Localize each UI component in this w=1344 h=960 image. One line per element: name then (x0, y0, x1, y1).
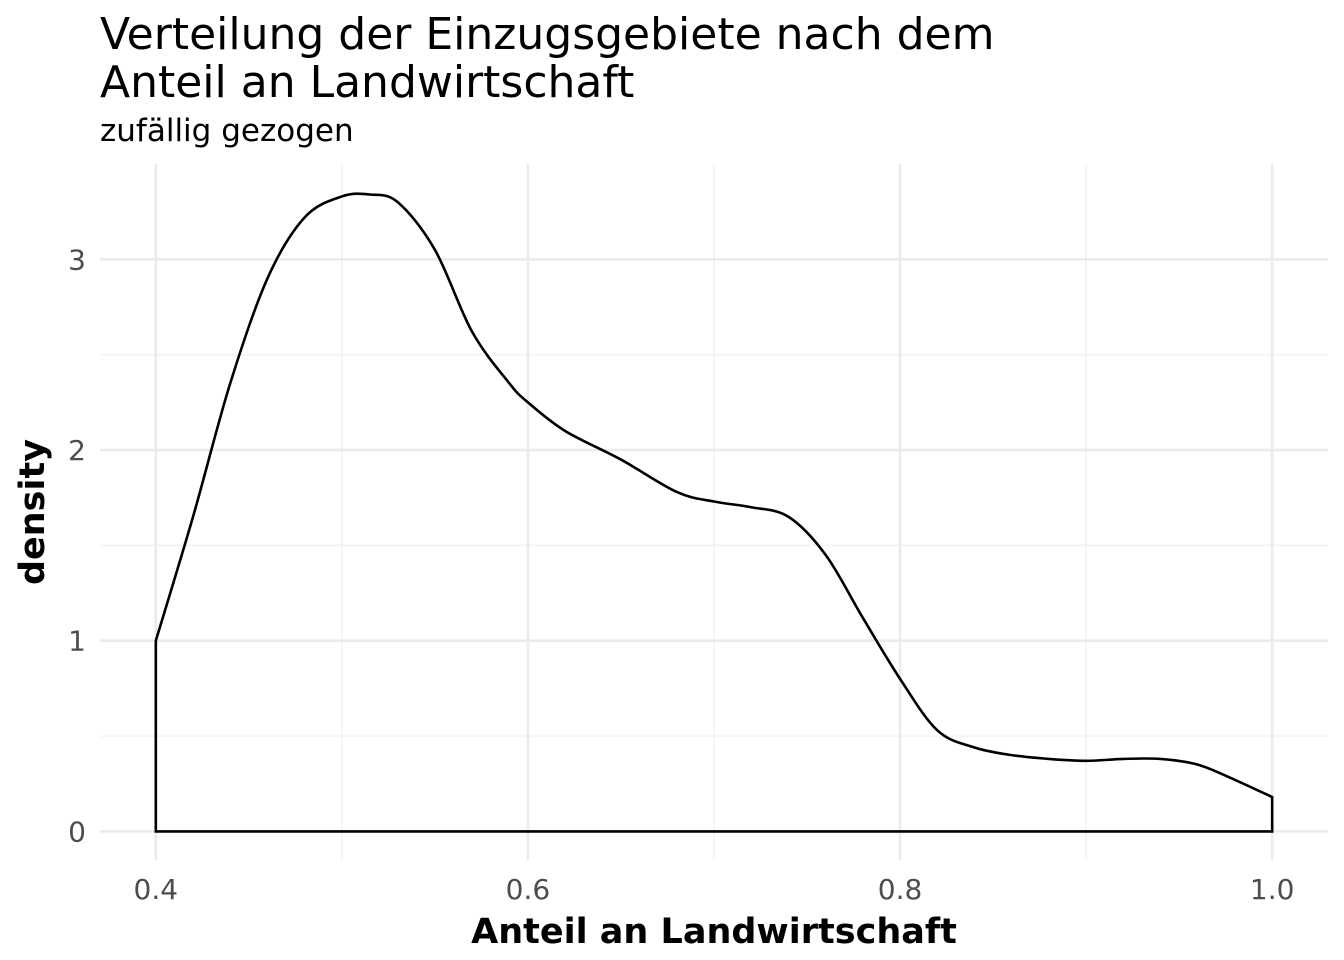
y-tick-label: 0 (68, 815, 86, 848)
y-axis-title: density (13, 439, 53, 585)
x-tick-label: 0.6 (506, 873, 551, 906)
y-tick-label: 1 (68, 625, 86, 658)
y-tick-labels: 0 1 2 3 (68, 243, 86, 848)
x-tick-label: 1.0 (1250, 873, 1295, 906)
x-axis-title: Anteil an Landwirtschaft (471, 912, 957, 952)
y-tick-label: 2 (68, 434, 86, 467)
x-tick-label: 0.4 (134, 873, 179, 906)
x-tick-label: 0.8 (878, 873, 923, 906)
x-tick-labels: 0.4 0.6 0.8 1.0 (134, 873, 1295, 906)
density-series (154, 192, 1274, 833)
chart-title-line-2: Anteil an Landwirtschaft (100, 57, 634, 108)
chart-subtitle: zufällig gezogen (100, 113, 354, 149)
y-tick-label: 3 (68, 243, 86, 276)
chart-title-line-1: Verteilung der Einzugsgebiete nach dem (100, 9, 994, 60)
density-curve (154, 192, 1274, 833)
grid-lines (100, 164, 1328, 860)
